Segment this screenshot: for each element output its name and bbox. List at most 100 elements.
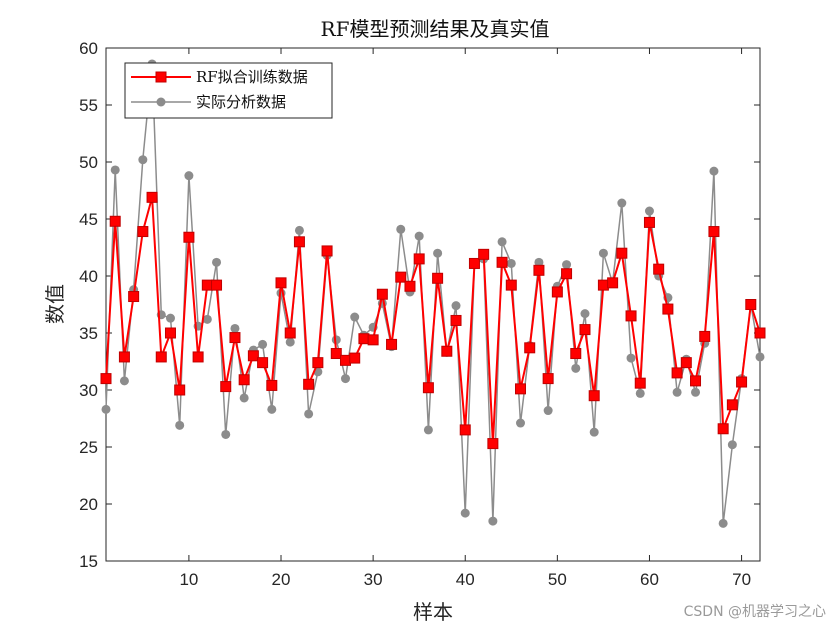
series-layer [100, 59, 766, 528]
train-point [330, 348, 342, 360]
train-point [745, 299, 757, 310]
actual-point [230, 323, 240, 333]
train-point [708, 226, 720, 238]
train-point [266, 379, 278, 391]
actual-point [534, 257, 544, 267]
actual-point [423, 425, 433, 435]
train-point [238, 374, 250, 386]
actual-point [304, 409, 314, 419]
actual-point [350, 312, 360, 322]
legend: RF拟合训练数据 实际分析数据 [124, 62, 333, 119]
actual-point [267, 404, 277, 414]
train-point [395, 271, 407, 283]
x-tick-label: 70 [732, 570, 751, 589]
actual-point [718, 518, 728, 528]
actual-point [516, 418, 526, 428]
train-point [561, 268, 573, 280]
train-point [349, 352, 361, 364]
x-tick-label: 40 [456, 570, 475, 589]
chart-title: RF模型预测结果及真实值 [321, 17, 550, 41]
train-point [100, 373, 112, 385]
train-point [616, 247, 628, 259]
train-point [690, 375, 702, 387]
actual-point [543, 406, 553, 416]
y-tick-label: 55 [79, 96, 98, 115]
train-point [275, 277, 287, 289]
actual-point [396, 224, 406, 234]
train-point [643, 216, 655, 228]
y-tick-label: 35 [79, 324, 98, 343]
actual-point [497, 237, 507, 247]
actual-point [110, 165, 120, 175]
y-tick-label: 60 [79, 39, 98, 58]
actual-point [580, 309, 590, 319]
train-point [450, 314, 462, 326]
train-point [109, 215, 121, 227]
train-point [284, 327, 296, 339]
x-tick-label: 30 [364, 570, 383, 589]
train-point [597, 279, 609, 291]
train-point [478, 248, 490, 260]
legend-actual-label: 实际分析数据 [196, 93, 286, 111]
train-point [662, 303, 674, 315]
train-point [459, 424, 471, 436]
actual-point [626, 353, 636, 363]
train-point [146, 191, 158, 203]
train-point [358, 333, 370, 345]
train-point [653, 263, 665, 275]
actual-point [414, 231, 424, 241]
y-tick-label: 20 [79, 495, 98, 514]
train-point [201, 279, 213, 291]
train-point [229, 332, 241, 344]
train-point [625, 310, 637, 322]
y-tick-label: 30 [79, 381, 98, 400]
train-point [367, 334, 379, 346]
actual-point [571, 363, 581, 373]
actual-point [119, 376, 129, 386]
train-point [247, 350, 259, 362]
train-point [524, 342, 536, 354]
train-point [211, 279, 223, 291]
train-point [293, 236, 305, 248]
actual-point [727, 440, 737, 450]
actual-point [285, 337, 295, 347]
x-tick-label: 60 [640, 570, 659, 589]
actual-point [589, 427, 599, 437]
y-axis-label: 数值 [43, 284, 67, 324]
train-point [487, 438, 499, 450]
train-point [515, 383, 527, 395]
train-point [570, 348, 582, 360]
train-point [542, 373, 554, 385]
train-point [118, 351, 130, 363]
train-point [220, 381, 232, 393]
actual-point [212, 257, 222, 267]
series-train [100, 191, 766, 450]
actual-point [460, 508, 470, 518]
train-point [312, 357, 324, 369]
actual-point [294, 225, 304, 235]
train-point [551, 286, 563, 298]
train-point [376, 288, 388, 300]
train-point [754, 327, 766, 339]
y-tick-label: 25 [79, 438, 98, 457]
legend-train-label: RF拟合训练数据 [196, 68, 308, 86]
train-point [441, 345, 453, 357]
train-point [183, 231, 195, 243]
train-point [496, 256, 508, 268]
train-point [588, 390, 600, 402]
train-point [432, 272, 444, 284]
actual-point [488, 516, 498, 526]
actual-point [221, 429, 231, 439]
train-point [339, 354, 351, 366]
actual-point [598, 248, 608, 258]
train-point [164, 327, 176, 339]
actual-point [165, 313, 175, 323]
actual-point [202, 314, 212, 324]
actual-point [451, 301, 461, 311]
plot-frame [105, 47, 761, 562]
train-point [726, 399, 738, 411]
train-point [680, 357, 692, 369]
y-tick-label: 50 [79, 153, 98, 172]
train-point [174, 384, 186, 396]
